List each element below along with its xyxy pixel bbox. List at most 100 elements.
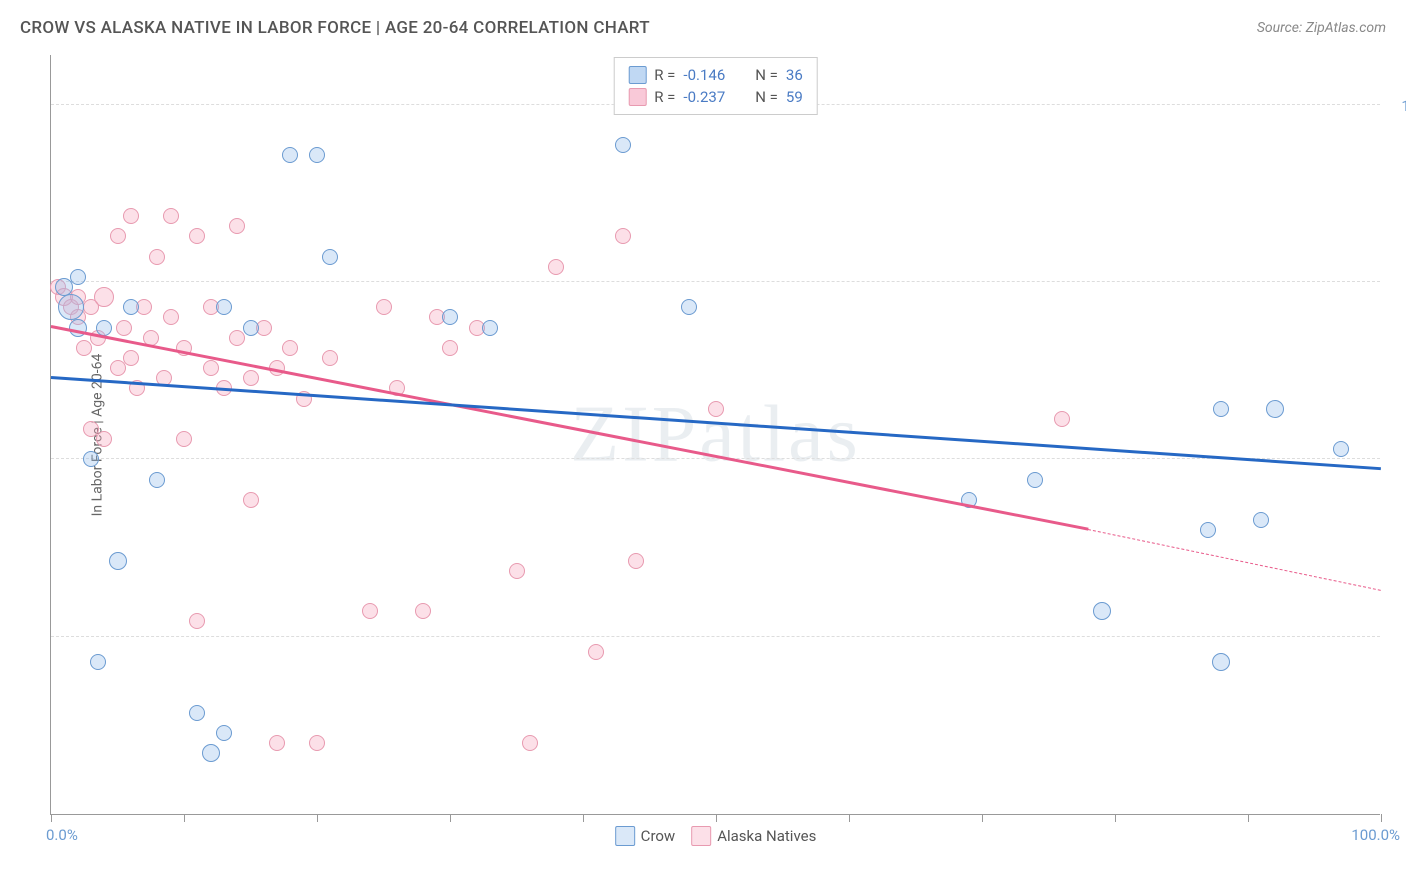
data-point-alaska <box>708 401 724 417</box>
data-point-crow <box>615 137 631 153</box>
data-point-crow <box>216 299 232 315</box>
chart-area: ZIPatlas 47.5%65.0%82.5%100.0% 0.0% 100.… <box>50 55 1380 815</box>
data-point-crow <box>216 725 232 741</box>
data-point-alaska <box>203 360 219 376</box>
correlation-legend: R = -0.146 N = 36 R = -0.237 N = 59 <box>613 57 818 115</box>
data-point-crow <box>83 451 99 467</box>
x-tick <box>450 814 451 822</box>
data-point-crow <box>202 744 220 762</box>
gridline <box>51 281 1380 282</box>
data-point-alaska <box>229 330 245 346</box>
data-point-crow <box>123 299 139 315</box>
x-tick <box>1115 814 1116 822</box>
data-point-alaska <box>376 299 392 315</box>
data-point-alaska <box>548 259 564 275</box>
data-point-crow <box>70 269 86 285</box>
data-point-alaska <box>628 553 644 569</box>
data-point-alaska <box>415 603 431 619</box>
x-tick <box>1248 814 1249 822</box>
data-point-crow <box>681 299 697 315</box>
data-point-crow <box>58 294 84 320</box>
y-tick-label: 82.5% <box>1390 274 1406 292</box>
series-legend: Crow Alaska Natives <box>615 826 817 846</box>
data-point-alaska <box>94 287 114 307</box>
legend-label-crow: Crow <box>641 827 676 845</box>
legend-swatch-alaska <box>691 826 711 846</box>
data-point-alaska <box>522 735 538 751</box>
legend-r-value: -0.146 <box>683 66 725 84</box>
data-point-crow <box>322 249 338 265</box>
legend-n-value: 59 <box>786 88 803 106</box>
regression-line-alaska-dashed <box>1088 529 1381 591</box>
x-tick <box>317 814 318 822</box>
data-point-alaska <box>116 320 132 336</box>
x-tick <box>849 814 850 822</box>
regression-line-alaska <box>51 325 1089 530</box>
data-point-alaska <box>110 228 126 244</box>
data-point-crow <box>1027 472 1043 488</box>
data-point-crow <box>282 147 298 163</box>
legend-swatch <box>628 88 646 106</box>
data-point-crow <box>309 147 325 163</box>
x-tick <box>982 814 983 822</box>
legend-n-prefix: N = <box>755 66 778 84</box>
legend-row: R = -0.237 N = 59 <box>628 86 803 108</box>
y-tick-label: 100.0% <box>1390 97 1406 115</box>
data-point-crow <box>1213 401 1229 417</box>
data-point-alaska <box>229 218 245 234</box>
data-point-crow <box>189 705 205 721</box>
x-tick <box>51 814 52 822</box>
gridline <box>51 636 1380 637</box>
gridline <box>51 458 1380 459</box>
legend-r-value: -0.237 <box>683 88 725 106</box>
data-point-alaska <box>189 613 205 629</box>
legend-n-value: 36 <box>786 66 803 84</box>
x-tick <box>1381 814 1382 822</box>
data-point-crow <box>1266 400 1284 418</box>
data-point-crow <box>482 320 498 336</box>
legend-row: R = -0.146 N = 36 <box>628 64 803 86</box>
data-point-crow <box>442 309 458 325</box>
data-point-crow <box>1200 522 1216 538</box>
data-point-crow <box>90 654 106 670</box>
data-point-crow <box>1212 653 1230 671</box>
data-point-alaska <box>1054 411 1070 427</box>
data-point-alaska <box>76 340 92 356</box>
data-point-crow <box>1253 512 1269 528</box>
x-max-label: 100.0% <box>1351 826 1400 844</box>
legend-n-prefix: N = <box>755 88 778 106</box>
data-point-alaska <box>243 492 259 508</box>
legend-label-alaska: Alaska Natives <box>717 827 816 845</box>
data-point-alaska <box>322 350 338 366</box>
data-point-crow <box>1333 441 1349 457</box>
data-point-alaska <box>123 208 139 224</box>
legend-swatch <box>628 66 646 84</box>
data-point-alaska <box>309 735 325 751</box>
x-tick <box>184 814 185 822</box>
x-tick <box>583 814 584 822</box>
data-point-alaska <box>110 360 126 376</box>
chart-title: CROW VS ALASKA NATIVE IN LABOR FORCE | A… <box>20 18 650 38</box>
data-point-alaska <box>442 340 458 356</box>
data-point-crow <box>1093 602 1111 620</box>
legend-swatch-crow <box>615 826 635 846</box>
data-point-alaska <box>509 563 525 579</box>
x-tick <box>716 814 717 822</box>
data-point-alaska <box>243 370 259 386</box>
source-label: Source: ZipAtlas.com <box>1257 20 1386 36</box>
data-point-alaska <box>269 735 285 751</box>
legend-r-prefix: R = <box>654 66 675 84</box>
legend-item-alaska: Alaska Natives <box>691 826 816 846</box>
legend-item-crow: Crow <box>615 826 676 846</box>
data-point-alaska <box>282 340 298 356</box>
legend-r-prefix: R = <box>654 88 675 106</box>
data-point-alaska <box>163 309 179 325</box>
data-point-alaska <box>362 603 378 619</box>
data-point-alaska <box>189 228 205 244</box>
data-point-alaska <box>123 350 139 366</box>
data-point-crow <box>243 320 259 336</box>
data-point-alaska <box>149 249 165 265</box>
data-point-crow <box>149 472 165 488</box>
y-tick-label: 47.5% <box>1390 629 1406 647</box>
data-point-crow <box>96 320 112 336</box>
